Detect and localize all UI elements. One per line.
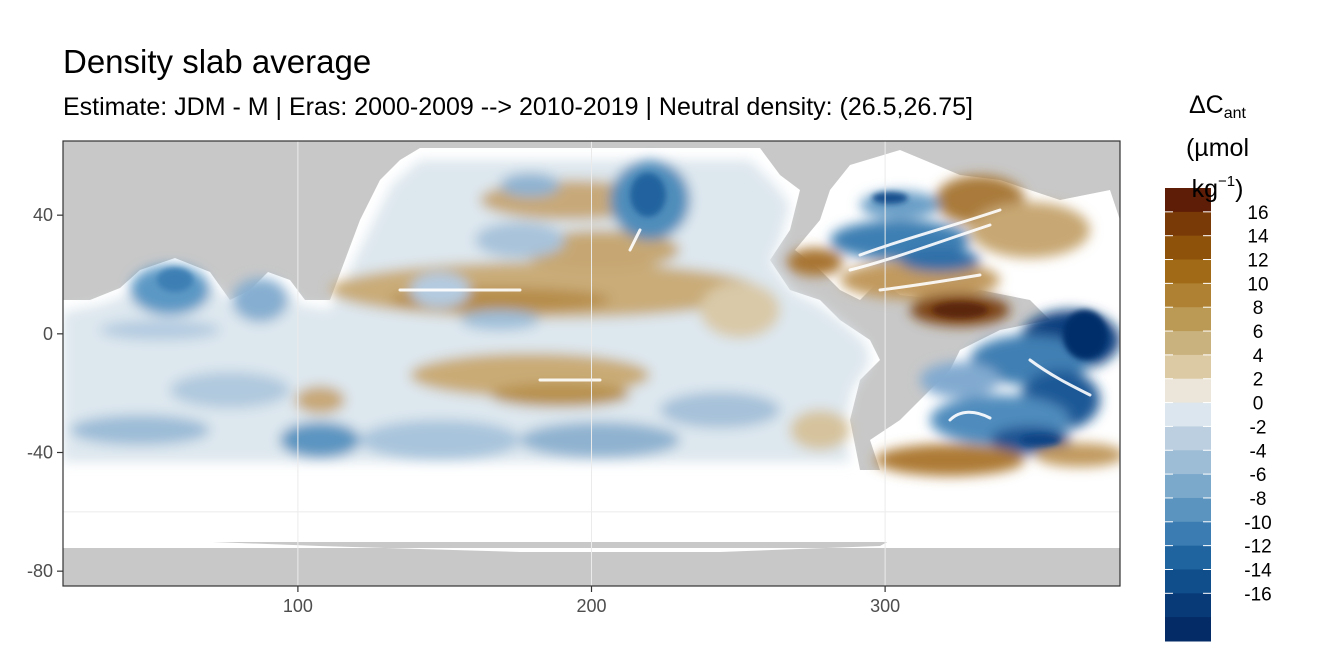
legend-swatch [1165, 259, 1211, 284]
legend-label: 8 [1253, 298, 1264, 319]
legend-label: 12 [1247, 251, 1268, 272]
legend-swatch [1165, 402, 1211, 427]
legend-label: -14 [1244, 560, 1272, 581]
y-tick-label: -40 [27, 443, 53, 463]
legend-label: 2 [1253, 370, 1264, 391]
map-panel [63, 141, 1120, 586]
legend-label: -10 [1244, 513, 1271, 534]
legend-label: -8 [1250, 489, 1267, 510]
delta-cant-field [63, 160, 1120, 476]
x-tick-label: 200 [576, 596, 606, 616]
legend-swatch [1165, 617, 1211, 642]
legend-swatch [1165, 569, 1211, 594]
plot-title: Density slab average [63, 43, 372, 80]
plot-subtitle: Estimate: JDM - M | Eras: 2000-2009 --> … [63, 93, 973, 121]
y-axis: 40 0 -40 -80 [27, 205, 63, 581]
legend-swatch [1165, 211, 1211, 237]
x-tick-label: 100 [283, 596, 313, 616]
legend-label: 4 [1253, 346, 1264, 367]
legend-label: -16 [1244, 584, 1271, 605]
legend-swatch [1165, 474, 1211, 499]
legend-swatch [1165, 188, 1211, 213]
legend-title: ΔCant (µmol kg−1) [1185, 91, 1249, 203]
legend-label: -4 [1250, 441, 1267, 462]
legend-swatch [1165, 545, 1211, 570]
legend-swatch [1165, 593, 1211, 618]
y-tick-label: 0 [43, 324, 53, 344]
legend-label: 16 [1247, 203, 1268, 224]
y-tick-label: 40 [33, 205, 53, 225]
legend-label: -6 [1250, 465, 1267, 486]
legend-swatch [1165, 521, 1211, 547]
legend-label: -12 [1244, 537, 1271, 558]
x-axis: 100 200 300 [283, 586, 900, 616]
legend-swatch [1165, 378, 1211, 404]
legend-swatch [1165, 354, 1211, 380]
legend-colorbar [1165, 188, 1211, 642]
legend-swatch [1165, 497, 1211, 523]
legend-swatch [1165, 331, 1211, 356]
legend-label: 0 [1253, 394, 1264, 415]
y-tick-label: -80 [27, 561, 53, 581]
legend-swatch [1165, 450, 1211, 475]
grid-lines [63, 141, 1120, 586]
legend-label: -2 [1250, 417, 1267, 438]
legend-swatch [1165, 235, 1211, 261]
x-tick-label: 300 [870, 596, 900, 616]
legend-label: 6 [1253, 322, 1264, 343]
legend-label: 10 [1247, 274, 1268, 295]
legend-swatch [1165, 283, 1211, 308]
legend-swatch [1165, 426, 1211, 451]
legend-label: 14 [1247, 227, 1269, 248]
legend-swatch [1165, 307, 1211, 332]
